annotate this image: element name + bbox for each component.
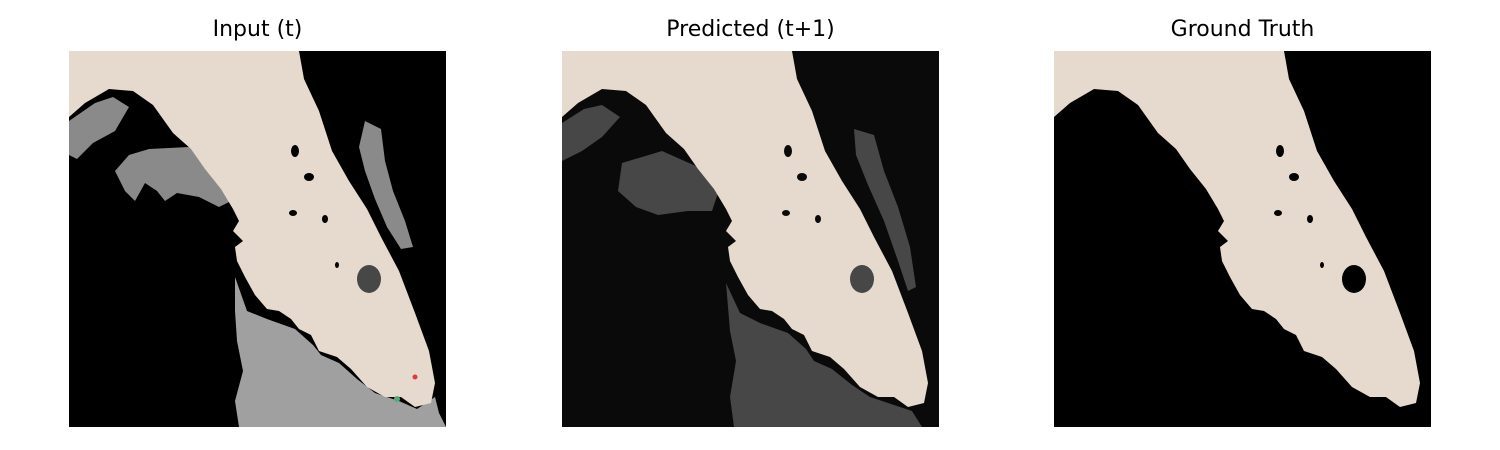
- flood-map-ground-truth: [1054, 51, 1431, 427]
- inundation-northwest: [69, 97, 129, 159]
- lake: [1274, 210, 1282, 216]
- panel-predicted: Predicted (t+1): [562, 0, 939, 450]
- inundation-northwest-predicted: [562, 105, 620, 161]
- lake: [291, 145, 299, 157]
- lake: [322, 215, 328, 223]
- lake: [357, 265, 381, 293]
- lake: [782, 210, 790, 216]
- flood-map-input: [69, 51, 446, 427]
- lake: [335, 262, 339, 268]
- lake: [1289, 173, 1299, 181]
- inundation-east-predicted: [854, 129, 916, 291]
- panel-title: Input (t): [212, 17, 303, 42]
- flood-map-predicted: [562, 51, 939, 427]
- lake: [784, 145, 792, 157]
- green-marker: [394, 396, 400, 402]
- lake: [1342, 265, 1366, 293]
- panel-title: Ground Truth: [1170, 17, 1315, 42]
- inundation-shallow-south: [235, 277, 446, 427]
- lake: [1320, 262, 1324, 268]
- lake: [1307, 215, 1313, 223]
- panel-ground-truth: Ground Truth: [1054, 0, 1431, 450]
- inundation-east-coast: [359, 121, 413, 249]
- lake: [289, 210, 297, 216]
- inundation-offshore-predicted: [618, 151, 718, 215]
- panel-input: Input (t): [69, 0, 446, 450]
- panel-title: Predicted (t+1): [666, 17, 835, 42]
- lake: [797, 173, 807, 181]
- lake: [850, 265, 874, 293]
- red-marker: [412, 374, 418, 380]
- inundation-south-predicted: [726, 283, 922, 427]
- lake: [304, 173, 314, 181]
- lake: [1276, 145, 1284, 157]
- lake: [815, 215, 821, 223]
